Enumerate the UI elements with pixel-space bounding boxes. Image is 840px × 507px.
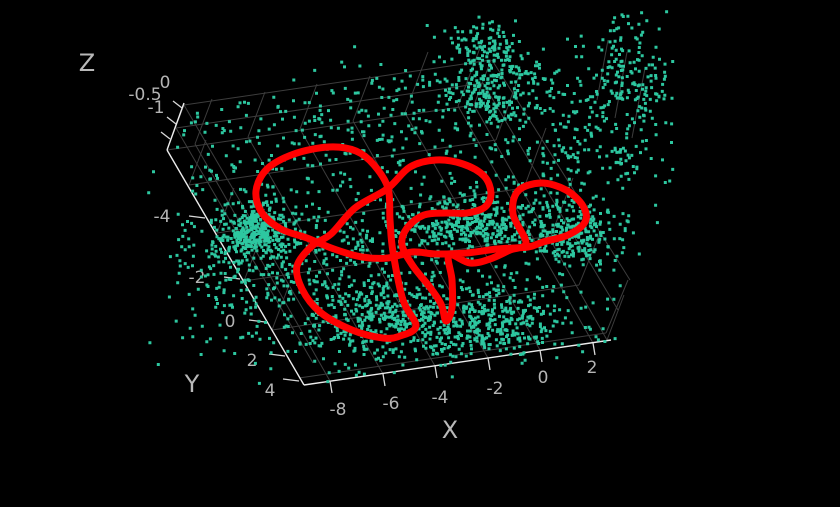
y-tick-label: 2 [247,351,258,371]
y-tick-label: -4 [154,207,171,227]
x-tick-label: 2 [587,358,598,378]
x-tick-label: -4 [432,388,449,408]
grid-line [175,127,314,364]
grid-line [166,104,475,151]
grid-line [523,127,547,189]
axis-spines [166,102,612,386]
z-tick-mark [172,100,183,109]
z-axis-label: Z [79,49,95,77]
grid-line [473,59,492,106]
z-tick-label: -0.5 [128,85,161,105]
x-tick-mark [329,380,333,394]
z-tick-mark [166,116,177,125]
y-tick-label: -2 [189,268,206,288]
trajectory-curve [252,143,590,342]
grid-line [605,279,629,334]
y-tick-mark [268,353,286,357]
x-tick-mark [592,342,596,356]
x-tick-label: 0 [538,368,549,388]
axis-name-labels: X Y Z [79,49,458,444]
axis-spine [166,149,305,386]
axis-spine [303,339,612,386]
scatter-points [147,10,675,385]
z-tick-mark [160,131,171,140]
grid-line [299,83,318,130]
x-tick-label: -8 [330,400,347,420]
trajectory-path [252,143,590,342]
z-tick-label: -1 [148,98,165,118]
x-tick-label: -6 [383,394,400,414]
grid-line [352,120,489,359]
grid-line [188,139,497,186]
grid-line [183,59,492,106]
grid-line [404,51,429,114]
x-axis-label: X [442,416,458,444]
x-tick-mark [487,357,491,371]
grid-line [482,82,619,311]
y-tick-mark [248,319,266,323]
grid-line [606,294,625,341]
scatter-point-cloud [147,10,675,385]
x-tick-mark [434,365,438,379]
y-tick-label: 4 [265,381,276,401]
z-tick-label: 0 [160,73,171,93]
y-tick-mark [188,215,206,219]
grid-line [194,143,331,382]
grid-line [216,187,235,234]
axis-tick-marks [160,100,596,394]
grid-line [457,105,594,344]
y-axis-label: Y [184,370,200,398]
grid-line [352,75,371,122]
y-tick-mark [282,378,300,382]
axis-spine [166,102,185,151]
grid-line [175,82,484,129]
x-tick-label: -2 [487,379,504,399]
grid-line [247,91,266,138]
grid-line [194,98,213,145]
x-tick-mark [382,373,386,387]
grid-line [631,67,646,139]
x-tick-mark [539,349,543,363]
y-tick-label: 0 [225,312,236,332]
